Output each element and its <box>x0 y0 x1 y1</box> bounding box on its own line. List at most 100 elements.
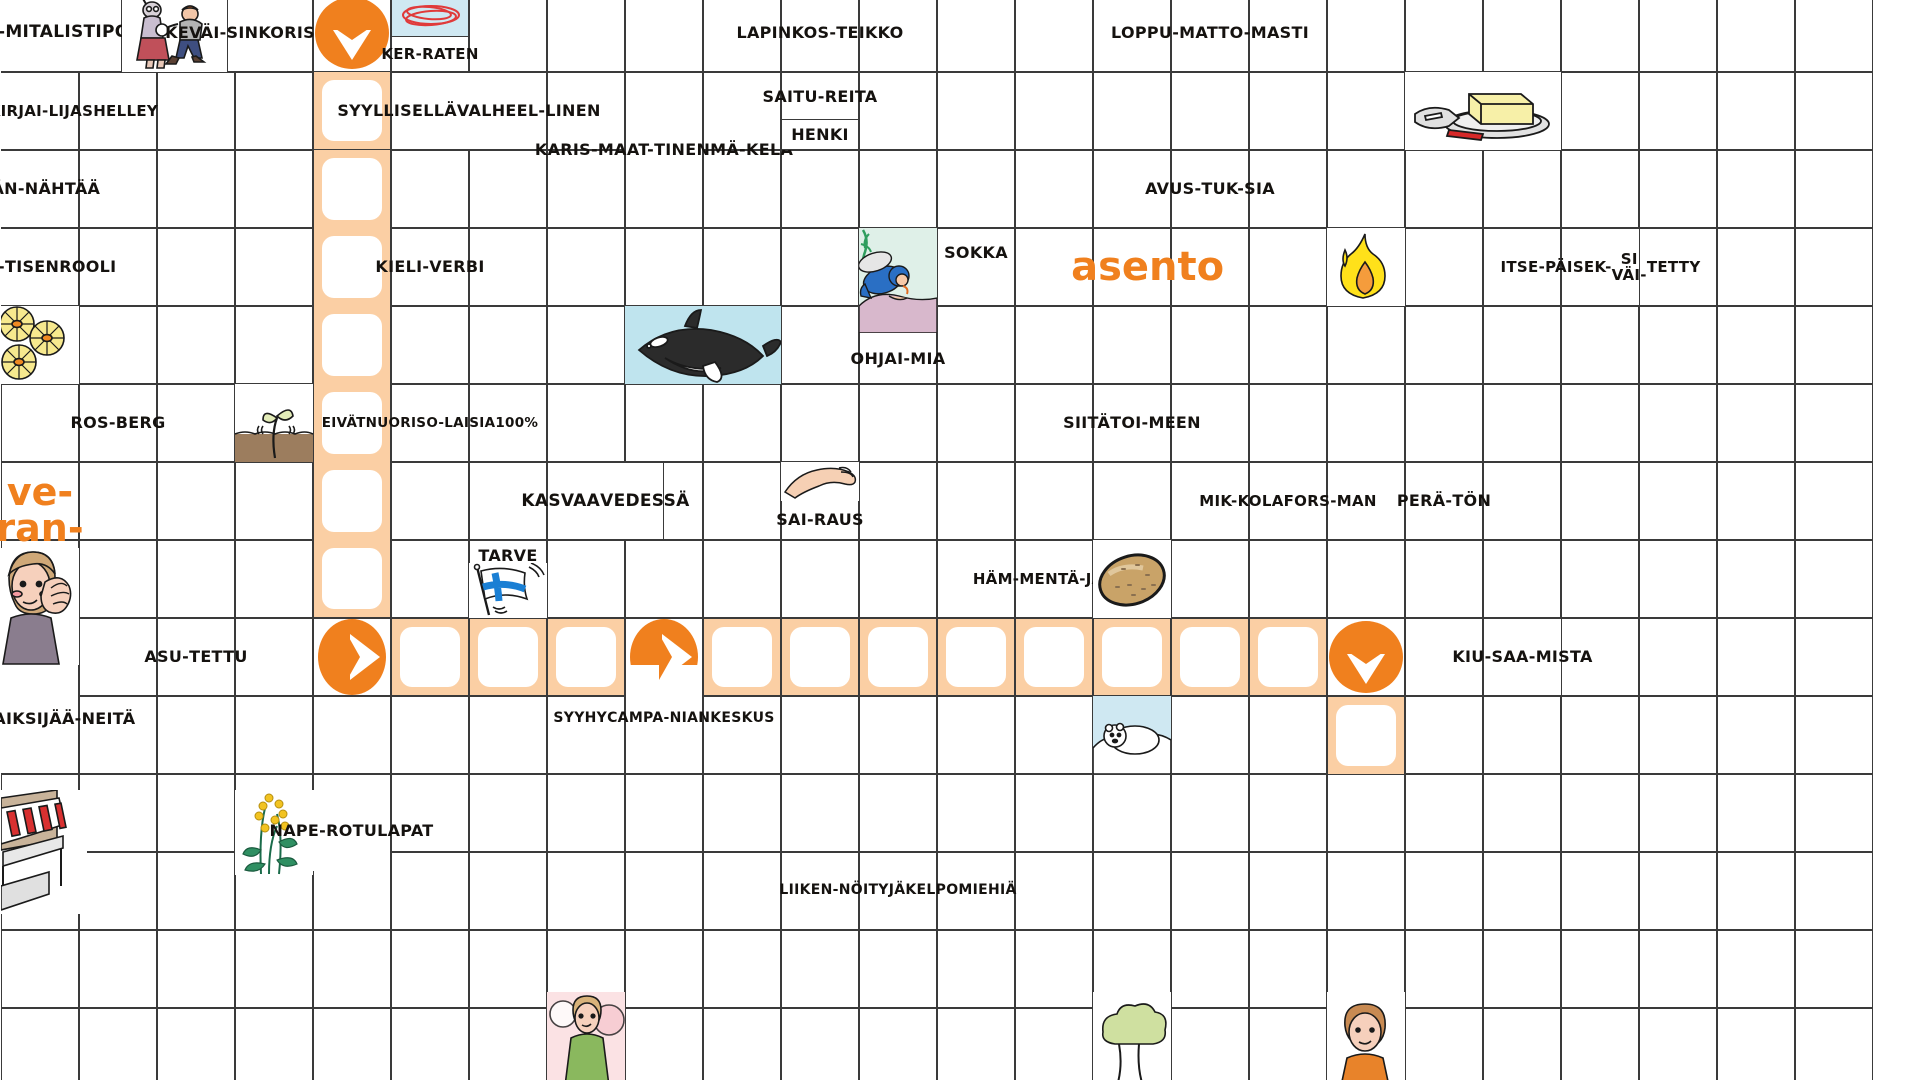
grid-cell[interactable] <box>1717 462 1795 540</box>
grid-cell[interactable] <box>469 150 547 228</box>
grid-cell[interactable] <box>1171 696 1249 774</box>
grid-cell[interactable] <box>1795 1008 1873 1080</box>
grid-cell[interactable] <box>1639 462 1717 540</box>
grid-cell[interactable] <box>937 306 1015 384</box>
grid-cell[interactable] <box>1171 1008 1249 1080</box>
grid-cell[interactable] <box>1171 930 1249 1008</box>
grid-cell[interactable] <box>1717 852 1795 930</box>
grid-cell[interactable] <box>1483 384 1561 462</box>
grid-cell[interactable] <box>781 1008 859 1080</box>
grid-cell[interactable] <box>1795 540 1873 618</box>
grid-cell[interactable] <box>1093 72 1171 150</box>
grid-cell[interactable] <box>1483 462 1561 540</box>
answer-cell[interactable] <box>391 618 469 696</box>
grid-cell[interactable] <box>1171 306 1249 384</box>
grid-cell[interactable] <box>1561 696 1639 774</box>
grid-cell[interactable] <box>157 696 235 774</box>
grid-cell[interactable] <box>937 540 1015 618</box>
grid-cell[interactable] <box>1717 618 1795 696</box>
grid-cell[interactable] <box>1795 618 1873 696</box>
grid-cell[interactable] <box>1795 384 1873 462</box>
grid-cell[interactable] <box>781 384 859 462</box>
grid-cell[interactable] <box>1249 72 1327 150</box>
answer-cell[interactable] <box>703 618 781 696</box>
grid-cell[interactable] <box>1561 618 1639 696</box>
grid-cell[interactable] <box>859 0 937 72</box>
grid-cell[interactable] <box>859 930 937 1008</box>
grid-cell[interactable] <box>1483 930 1561 1008</box>
grid-cell[interactable] <box>1639 150 1717 228</box>
grid-cell[interactable] <box>1405 540 1483 618</box>
grid-cell[interactable] <box>1483 774 1561 852</box>
grid-cell[interactable] <box>1561 0 1639 72</box>
grid-cell[interactable] <box>1795 930 1873 1008</box>
grid-cell[interactable] <box>1249 540 1327 618</box>
grid-cell[interactable] <box>235 150 313 228</box>
grid-cell[interactable] <box>1249 852 1327 930</box>
grid-cell[interactable] <box>1093 462 1171 540</box>
grid-cell[interactable] <box>703 228 781 306</box>
grid-cell[interactable] <box>547 0 625 72</box>
grid-cell[interactable] <box>1639 1008 1717 1080</box>
grid-cell[interactable] <box>391 150 469 228</box>
grid-cell[interactable] <box>79 72 157 150</box>
grid-cell[interactable] <box>1015 696 1093 774</box>
grid-cell[interactable] <box>547 306 625 384</box>
grid-cell[interactable] <box>157 228 235 306</box>
grid-cell[interactable] <box>1561 852 1639 930</box>
grid-cell[interactable] <box>391 306 469 384</box>
grid-cell[interactable] <box>1249 0 1327 72</box>
grid-cell[interactable] <box>1171 228 1249 306</box>
grid-cell[interactable] <box>469 852 547 930</box>
grid-cell[interactable] <box>1639 0 1717 72</box>
grid-cell[interactable] <box>157 72 235 150</box>
grid-cell[interactable] <box>703 384 781 462</box>
grid-cell[interactable] <box>1093 150 1171 228</box>
grid-cell[interactable] <box>625 384 703 462</box>
grid-cell[interactable] <box>1639 72 1717 150</box>
grid-cell[interactable] <box>1015 384 1093 462</box>
grid-cell[interactable] <box>859 462 937 540</box>
grid-cell[interactable] <box>1639 852 1717 930</box>
grid-cell[interactable] <box>703 1008 781 1080</box>
grid-cell[interactable] <box>1 462 79 540</box>
grid-cell[interactable] <box>703 72 781 150</box>
grid-cell[interactable] <box>1015 228 1093 306</box>
grid-cell[interactable] <box>937 72 1015 150</box>
answer-cell[interactable] <box>781 618 859 696</box>
grid-cell[interactable] <box>1717 0 1795 72</box>
grid-cell[interactable] <box>1015 306 1093 384</box>
grid-cell[interactable] <box>1483 1008 1561 1080</box>
grid-cell[interactable] <box>79 1008 157 1080</box>
grid-cell[interactable] <box>391 774 469 852</box>
grid-cell[interactable] <box>1171 774 1249 852</box>
grid-cell[interactable] <box>1249 384 1327 462</box>
grid-cell[interactable] <box>1093 852 1171 930</box>
grid-cell[interactable] <box>1795 150 1873 228</box>
grid-cell[interactable] <box>625 852 703 930</box>
grid-cell[interactable] <box>1327 72 1405 150</box>
grid-cell[interactable] <box>79 774 157 852</box>
grid-cell[interactable] <box>547 228 625 306</box>
answer-cell[interactable] <box>1327 696 1405 774</box>
grid-cell[interactable] <box>1561 930 1639 1008</box>
grid-cell[interactable] <box>1717 384 1795 462</box>
grid-cell[interactable] <box>937 774 1015 852</box>
grid-cell[interactable] <box>781 540 859 618</box>
grid-cell[interactable] <box>1 384 79 462</box>
grid-cell[interactable] <box>937 852 1015 930</box>
grid-cell[interactable] <box>469 774 547 852</box>
grid-cell[interactable] <box>79 696 157 774</box>
grid-cell[interactable] <box>937 1008 1015 1080</box>
grid-cell[interactable] <box>313 930 391 1008</box>
grid-cell[interactable] <box>1405 930 1483 1008</box>
grid-cell[interactable] <box>235 462 313 540</box>
grid-cell[interactable] <box>391 930 469 1008</box>
grid-cell[interactable] <box>79 306 157 384</box>
grid-cell[interactable] <box>1717 930 1795 1008</box>
grid-cell[interactable] <box>1327 384 1405 462</box>
grid-cell[interactable] <box>703 150 781 228</box>
grid-cell[interactable] <box>1483 150 1561 228</box>
grid-cell[interactable] <box>1249 1008 1327 1080</box>
grid-cell[interactable] <box>1717 72 1795 150</box>
